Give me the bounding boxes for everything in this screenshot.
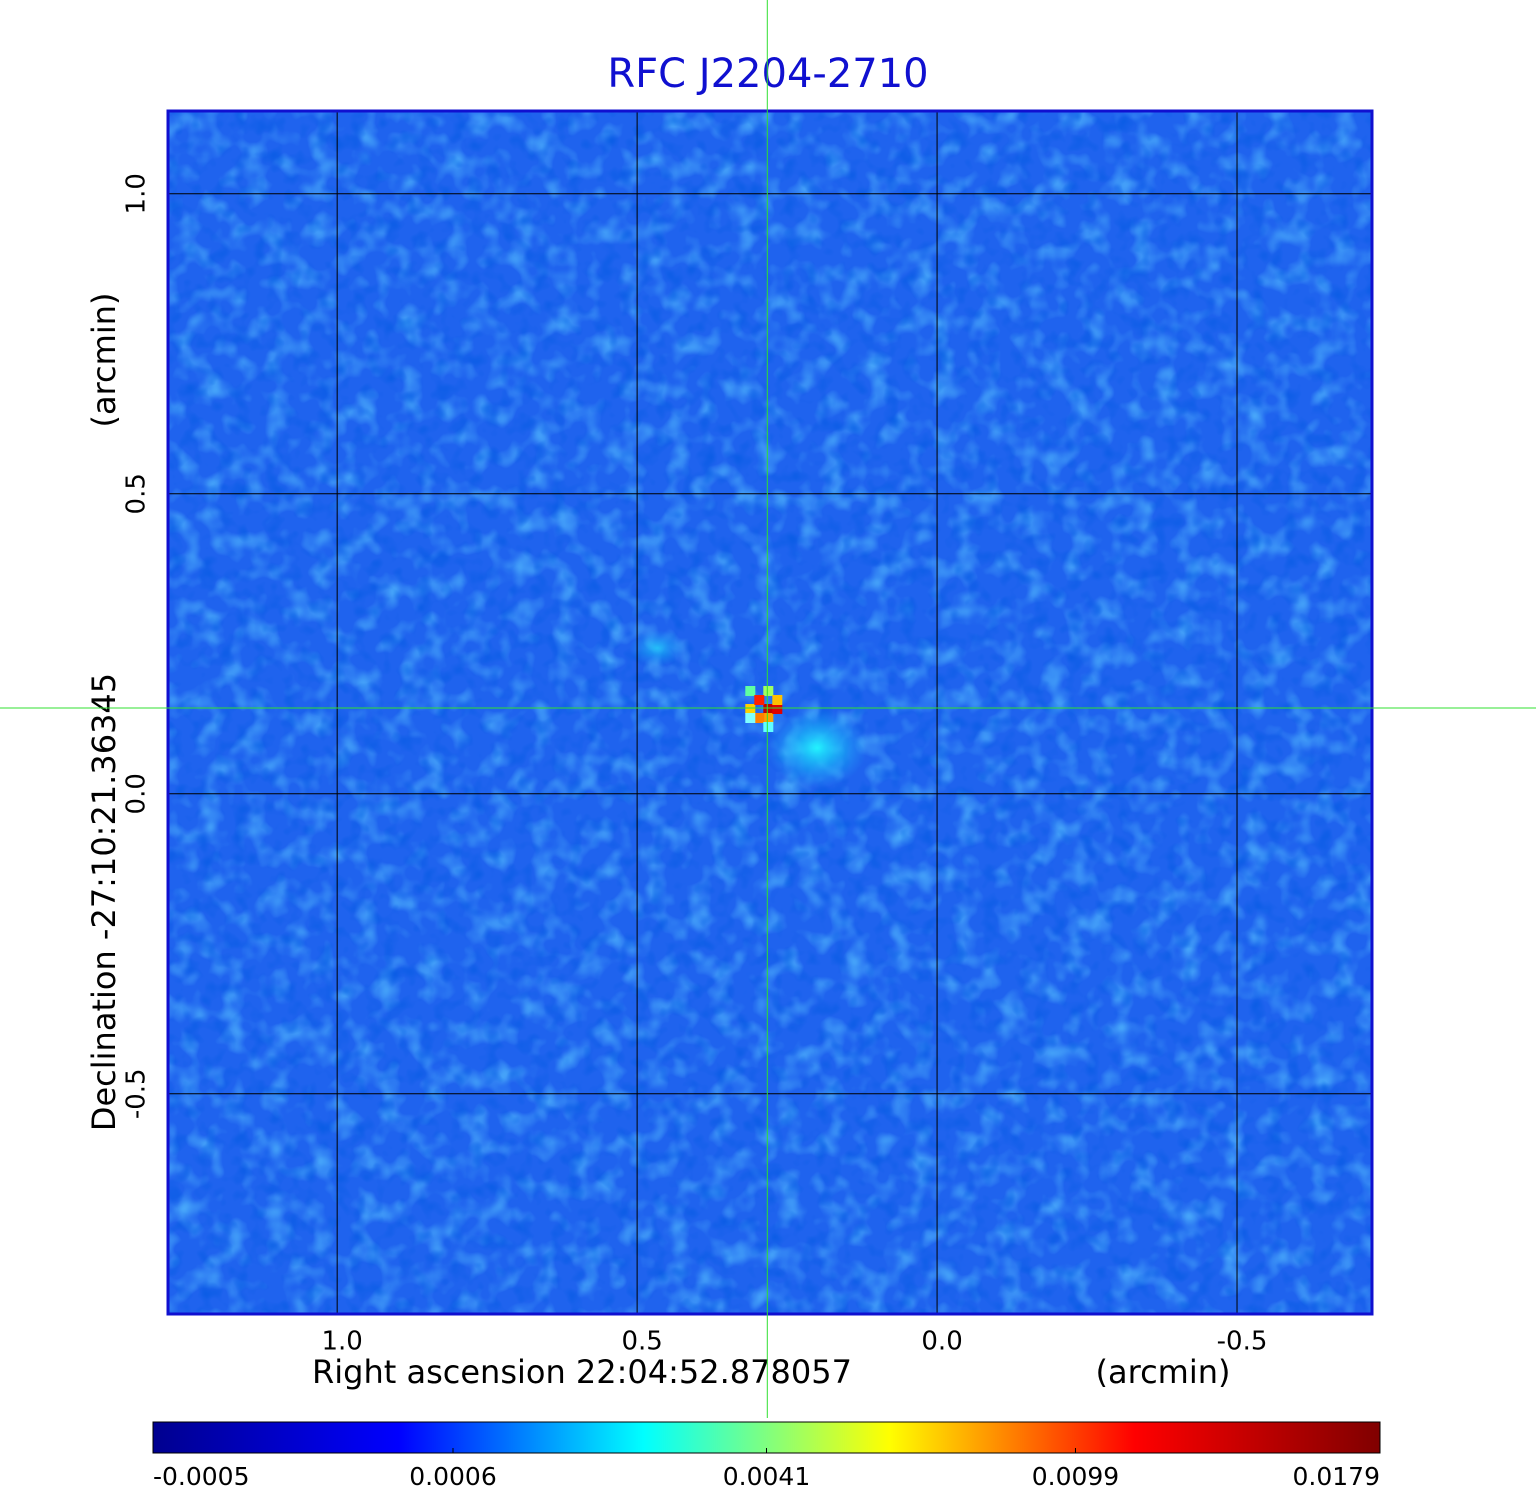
chart-title: RFC J2204-2710 [607,51,928,97]
source-pixel [763,686,774,696]
source-pixel [754,695,765,705]
y-axis-unit: (arcmin) [85,293,123,428]
sky-image [168,111,1372,1314]
y-tick-label: -0.5 [122,1068,152,1119]
y-axis-label: Declination -27:10:21.36345 [85,673,123,1131]
x-axis-unit: (arcmin) [1096,1353,1231,1391]
source-pixel [754,713,765,723]
y-tick-label: 0.5 [122,473,152,514]
source-glow [629,630,686,666]
source-pixel [745,686,756,696]
source-pixel [745,713,756,723]
x-tick-label: 1.0 [321,1327,362,1357]
colorbar-tick-label: 0.0099 [1032,1462,1119,1491]
source-pixel [772,704,783,714]
x-tick-label: -0.5 [1217,1327,1268,1357]
source-pixel [745,704,756,714]
x-tick-label: 0.5 [621,1327,662,1357]
source-glow [767,708,868,788]
source-pixel [763,722,774,732]
plot-frame [166,109,1374,1316]
x-tick-label: 0.0 [921,1327,962,1357]
x-axis-label: Right ascension 22:04:52.878057 [312,1353,852,1391]
source-pixel [763,704,774,714]
colorbar-tick-label: 0.0006 [409,1462,496,1491]
colorbar-tick-label: -0.0005 [153,1462,250,1491]
y-tick-label: 1.0 [122,173,152,214]
y-tick-label: 0.0 [122,773,152,814]
source-pixel [772,695,783,705]
source-pixel [763,713,774,723]
colorbar-tick-label: 0.0041 [723,1462,810,1491]
colorbar-tick-label: 0.0179 [1293,1462,1380,1491]
